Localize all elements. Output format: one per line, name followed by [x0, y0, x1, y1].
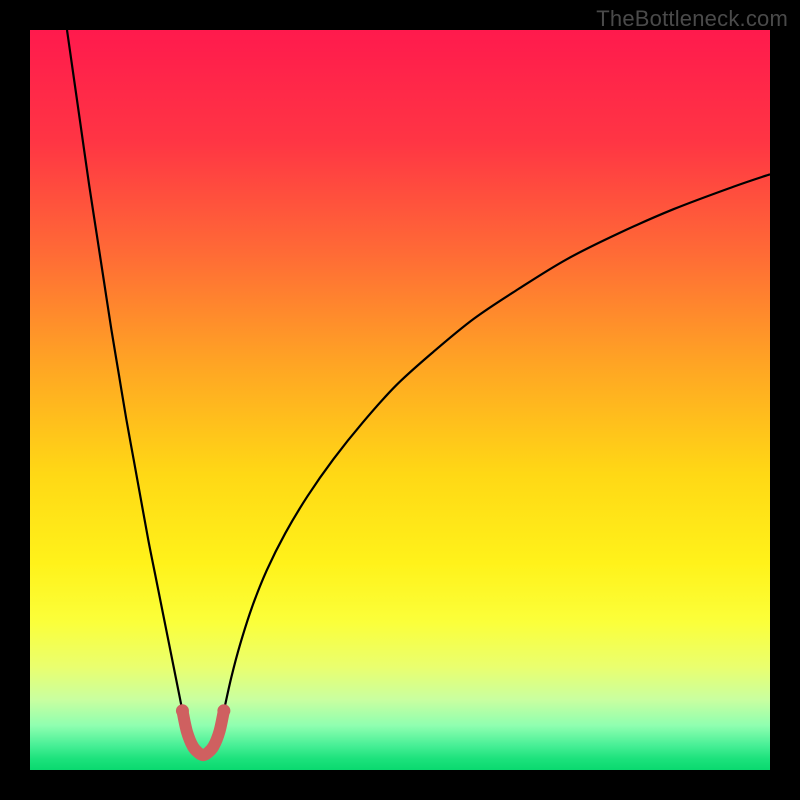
optimal-range-endpoint-left: [176, 704, 189, 717]
watermark-text: TheBottleneck.com: [596, 6, 788, 32]
bottleneck-chart: [0, 0, 800, 800]
plot-background-gradient: [30, 30, 770, 770]
optimal-range-endpoint-right: [217, 704, 230, 717]
